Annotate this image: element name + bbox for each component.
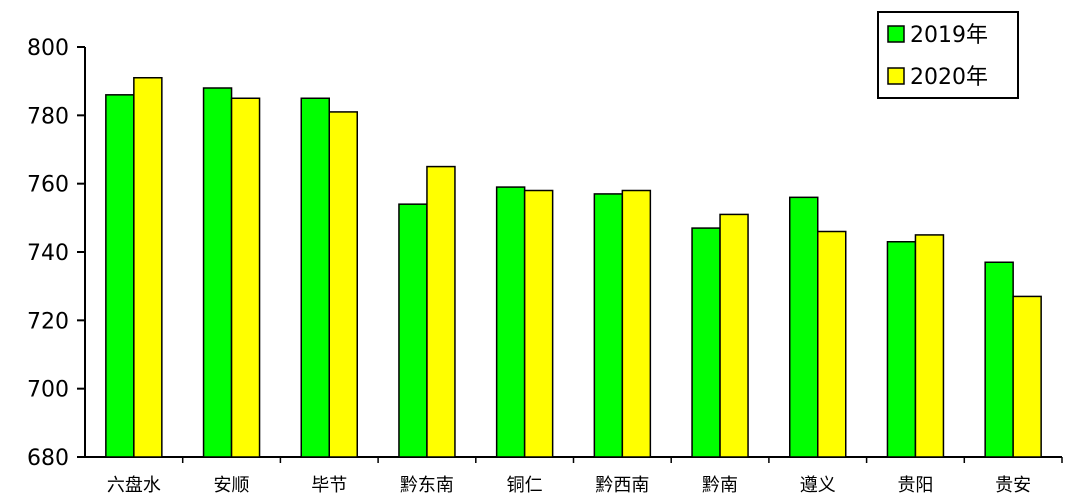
x-category-label: 黔西南 — [595, 475, 649, 496]
bars — [105, 77, 1042, 458]
bar-2020-贵阳 — [914, 234, 945, 458]
bar-2019-贵安 — [984, 261, 1014, 458]
labels: 680 700 720 740 760 780 800 六盘水 安顺 毕节 黔东南 铜仁 黔西南 黔南 遵义… — [27, 36, 1031, 496]
bar-2019-遵义 — [789, 196, 819, 458]
bar-2019-安顺 — [202, 87, 233, 458]
bar-2019-铜仁 — [495, 186, 526, 458]
bar-2020-六盘水 — [133, 77, 163, 458]
x-category-label: 毕节 — [311, 475, 347, 496]
x-category-label: 六盘水 — [107, 475, 161, 496]
bar-2019-黔南 — [691, 227, 721, 458]
bar-2019-黔东南 — [398, 203, 428, 458]
x-category-label: 贵安 — [995, 475, 1031, 496]
x-category-label: 遵义 — [800, 475, 836, 496]
bar-2020-毕节 — [328, 111, 358, 458]
y-tick-label: 680 — [27, 446, 69, 471]
bar-2020-贵安 — [1012, 295, 1042, 458]
legend-label-2019: 2019年 — [910, 23, 988, 48]
bar-2020-遵义 — [817, 230, 847, 458]
y-tick-label: 780 — [27, 104, 69, 129]
legend: 2019年 2020年 — [877, 11, 1019, 99]
legend-swatch-2019 — [887, 25, 905, 43]
x-category-label: 黔南 — [702, 475, 738, 496]
y-tick-label: 740 — [27, 241, 69, 266]
bar-2019-毕节 — [300, 97, 330, 458]
y-tick-label: 720 — [27, 309, 69, 334]
bar-2020-黔西南 — [621, 189, 652, 458]
x-category-label: 安顺 — [214, 475, 250, 496]
x-category-label: 黔东南 — [400, 475, 454, 496]
bar-2020-黔东南 — [426, 165, 456, 458]
bar-2020-黔南 — [719, 213, 749, 458]
x-category-label: 贵阳 — [897, 475, 933, 496]
bar-2019-黔西南 — [593, 193, 624, 458]
y-tick-label: 700 — [27, 378, 69, 403]
bar-2020-安顺 — [230, 97, 261, 458]
y-tick-label: 760 — [27, 173, 69, 198]
bar-2020-铜仁 — [523, 189, 554, 458]
legend-swatch-2020 — [887, 67, 905, 85]
y-tick-label: 800 — [27, 36, 69, 61]
legend-label-2020: 2020年 — [910, 65, 988, 90]
bar-2019-贵阳 — [886, 241, 917, 458]
x-category-label: 铜仁 — [507, 475, 543, 496]
bar-2019-六盘水 — [105, 94, 135, 458]
